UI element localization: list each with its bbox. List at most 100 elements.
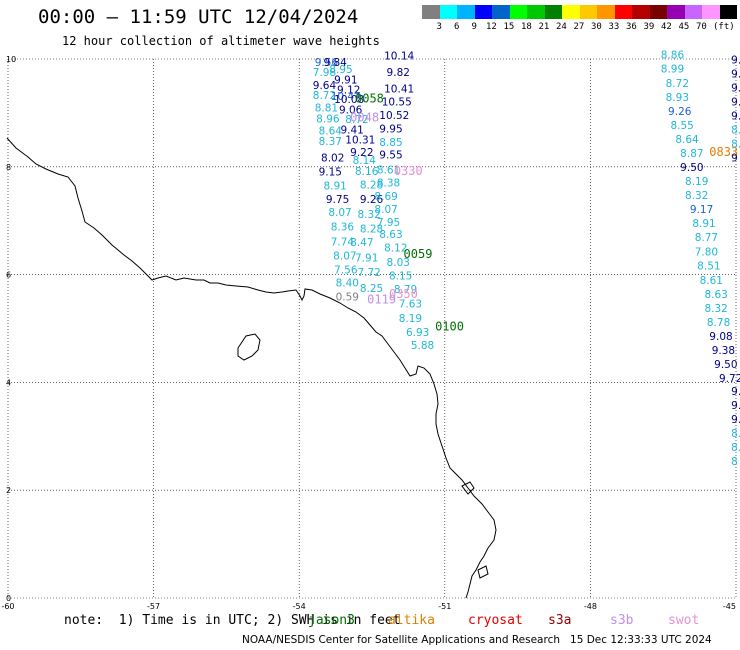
wave-height-label: 10.08	[334, 94, 364, 106]
y-tick-label: 10	[6, 55, 16, 64]
satellite-legend-s3b: s3b	[610, 613, 634, 628]
scale-swatch	[527, 5, 545, 19]
coastline	[6, 137, 497, 599]
wave-height-label: 7.74	[331, 236, 355, 248]
scale-swatch	[667, 5, 685, 19]
wave-height-label: 10.31	[345, 135, 375, 147]
wave-height-label: 8.47	[350, 237, 373, 249]
track-3: 8.86 8.99 8.72 8.93 9.26 8.55 8.64 8.87 9.50 8.19…	[661, 49, 740, 384]
wave-height-label: 9.	[731, 96, 740, 108]
wave-height-label: 8.15	[389, 270, 412, 282]
scale-tick-label: 27	[573, 22, 585, 32]
track-4: 9.0 9. 9. 9. 9. 8. 8. 9 9.0 9. 9. 8. 8. 8	[731, 54, 740, 468]
wave-height-label: 9.0	[731, 54, 740, 66]
wave-height-label: 8.64	[319, 125, 343, 137]
wave-height-label: 10.41	[384, 83, 414, 95]
wave-height-label: 7.98	[313, 67, 336, 79]
wave-height-label: 9	[731, 152, 738, 164]
wave-height-label: 8.32	[704, 303, 727, 315]
wave-height-label: 8.07	[374, 204, 397, 216]
wave-height-label: 8.69	[374, 191, 397, 203]
wave-height-label: 8.03	[387, 257, 410, 269]
wave-height-label: 8.16	[355, 166, 379, 178]
color-scale-bar	[422, 5, 737, 19]
scale-tick-label: 18	[521, 22, 532, 32]
scale-tick-label: 45	[678, 22, 690, 32]
wave-height-label: 9.0	[731, 386, 740, 398]
wave-height-label: 8.02	[321, 152, 344, 164]
wave-height-label: 7.72	[357, 267, 380, 279]
scale-swatch	[439, 5, 457, 19]
scale-swatch	[492, 5, 510, 19]
island-marajo	[237, 333, 261, 361]
y-tick-label: 0	[6, 594, 11, 603]
wave-height-label: 8	[731, 456, 738, 468]
pass-time-label: 0833	[709, 145, 738, 159]
wave-height-label: 8.14	[353, 155, 377, 167]
scale-swatch	[614, 5, 632, 19]
wave-height-label: 9.95	[379, 123, 402, 135]
wave-height-label: 9.	[731, 414, 740, 426]
wave-height-label: 9.82	[387, 67, 410, 79]
satellite-legend-altika: altika	[388, 613, 435, 628]
wave-height-label: 8.72	[666, 78, 689, 90]
scale-swatch	[632, 5, 650, 19]
scale-tick-label: 33	[608, 22, 620, 32]
wave-height-label: 8.78	[707, 317, 730, 329]
island-small-1	[461, 481, 475, 495]
scale-swatch	[474, 5, 492, 19]
scale-swatch	[702, 5, 720, 19]
scale-tick-label: 3	[436, 22, 442, 32]
wave-height-label: 8.81	[315, 102, 338, 114]
wave-height-label: 5.88	[411, 340, 434, 352]
wave-height-label: 8.07	[333, 251, 356, 263]
scale-swatch	[544, 5, 562, 19]
axis-labels: -60 -57 -54 -51 -48 -45 10 8 6 4 2 0	[1, 55, 736, 610]
wave-height-label: 8.38	[377, 178, 400, 190]
pass-time-label: 0350	[389, 287, 418, 301]
wave-height-label: 8.99	[661, 63, 684, 75]
wave-height-label: 8.40	[336, 277, 359, 289]
scale-swatch	[422, 5, 440, 19]
wave-height-label: 8.32	[357, 209, 380, 221]
scale-tick-label: 15	[503, 22, 515, 32]
wave-height-label: 8.37	[319, 136, 342, 148]
scale-swatch	[579, 5, 597, 19]
island-small-2	[477, 565, 489, 579]
scale-tick-label: 39	[643, 22, 655, 32]
wave-height-label: 8.	[731, 138, 740, 150]
wave-height-label: 7.56	[334, 265, 358, 277]
track-1: 9.569.847.988.959.919.64 9.128.7210.4710.…	[313, 57, 384, 303]
wave-height-label: 9.12	[337, 84, 360, 96]
wave-height-label: 8.85	[379, 137, 402, 149]
wave-height-label: 9.06	[339, 104, 363, 116]
wave-height-label: 8.61	[377, 164, 400, 176]
pass-time-label: 0330	[394, 164, 423, 178]
wave-height-label: 8.61	[700, 275, 723, 287]
wave-height-label: 8.87	[680, 148, 703, 160]
scale-swatch	[649, 5, 667, 19]
wave-height-label: 8.28	[360, 224, 383, 236]
wave-height-label: 8.72	[345, 114, 368, 126]
scale-tick-label: 70	[696, 22, 707, 32]
wave-height-label: 8.95	[329, 64, 352, 76]
wave-height-label: 7.95	[377, 217, 400, 229]
altimeter-tracks: 9.569.847.988.959.919.64 9.128.7210.4710.…	[313, 49, 740, 467]
y-tick-label: 2	[6, 486, 11, 495]
satellite-legend-cryosat: cryosat	[468, 613, 523, 628]
wave-height-label: 8.91	[323, 180, 346, 192]
wave-height-label: 8.63	[704, 289, 727, 301]
wave-height-label: 0.59	[336, 291, 359, 303]
wave-height-label: 8.19	[399, 313, 422, 325]
wave-height-label: 7.80	[695, 247, 718, 259]
wave-height-label: 9.38	[712, 345, 735, 357]
pass-time-label: 0119	[367, 293, 396, 307]
wave-height-label: 8.25	[360, 283, 383, 295]
wave-height-label: 8.93	[666, 92, 689, 104]
wave-height-label: 9.64	[313, 80, 337, 92]
x-tick-label: -48	[584, 602, 597, 610]
x-tick-label: -57	[147, 602, 160, 610]
wave-height-label: 8.79	[394, 284, 417, 296]
scale-tick-label: 30	[591, 22, 602, 32]
